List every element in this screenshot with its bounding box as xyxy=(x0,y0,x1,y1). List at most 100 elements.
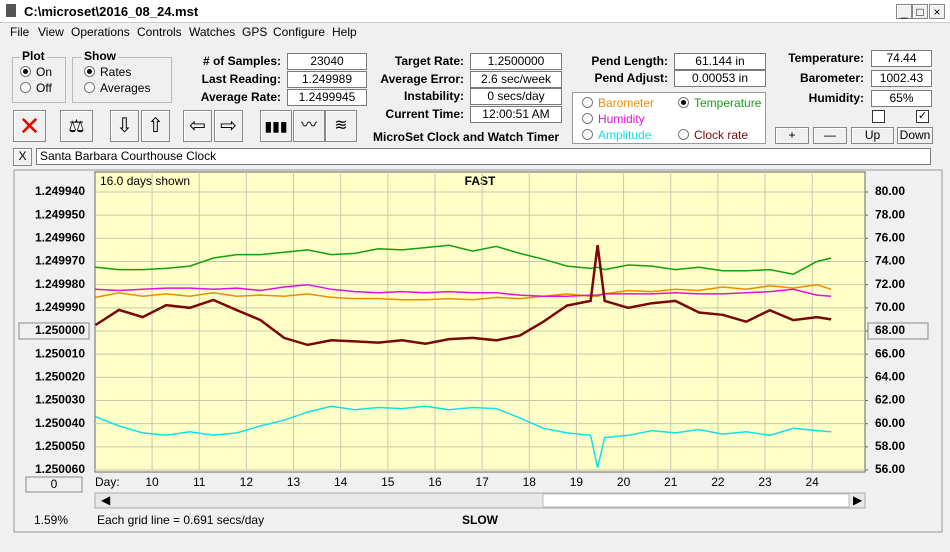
y2-tick-label: 64.00 xyxy=(875,370,905,384)
field-label: Barometer: xyxy=(799,71,864,85)
x-tick-label: 12 xyxy=(240,475,254,489)
radio-option[interactable]: Clock rate xyxy=(678,128,748,142)
radio-option[interactable]: Averages xyxy=(84,81,150,95)
series-line xyxy=(95,405,832,468)
fast-label: FAST xyxy=(465,174,496,188)
radio-label: Off xyxy=(36,81,52,95)
group-title: Plot xyxy=(20,49,47,63)
radio-option[interactable]: On xyxy=(20,65,52,79)
right-button[interactable]: ⇨ xyxy=(214,110,243,142)
field-label: Target Rate: xyxy=(394,54,464,68)
balance-button[interactable]: ⚖ xyxy=(60,110,93,142)
maximize[interactable]: □ xyxy=(912,4,928,19)
radio-option[interactable]: Temperature xyxy=(678,96,761,110)
radio[interactable] xyxy=(582,97,593,108)
left-button[interactable]: ⇦ xyxy=(183,110,212,142)
close-clock-button[interactable]: X xyxy=(13,148,32,166)
radio-option[interactable]: Rates xyxy=(84,65,131,79)
x-tick-label: 22 xyxy=(711,475,725,489)
x-tick-label: 20 xyxy=(617,475,631,489)
radio[interactable] xyxy=(678,129,689,140)
radio[interactable] xyxy=(84,66,95,77)
menu-item[interactable]: GPS xyxy=(242,25,268,39)
series-line xyxy=(95,244,832,275)
y2-tick-label: 58.00 xyxy=(875,439,905,453)
radio-label: Humidity xyxy=(598,112,645,126)
checkbox[interactable] xyxy=(872,110,885,123)
menu-item[interactable]: Help xyxy=(332,25,357,39)
scroll-thumb[interactable] xyxy=(542,493,850,508)
y-tick-label: 1.250020 xyxy=(35,370,85,384)
series-line xyxy=(94,244,832,347)
radio-option[interactable]: Amplitude xyxy=(582,128,651,142)
scroll-left[interactable]: ◀ xyxy=(101,493,111,507)
x-tick-label: 23 xyxy=(758,475,772,489)
y2-tick-label: 66.00 xyxy=(875,346,905,360)
up-button[interactable]: ⇧ xyxy=(141,110,170,142)
grid-note: Each grid line = 0.691 secs/day xyxy=(97,513,264,527)
y-tick-label: 1.250030 xyxy=(35,393,85,407)
radio[interactable] xyxy=(20,82,31,93)
radio[interactable] xyxy=(582,129,593,140)
field-label: Pend Adjust: xyxy=(594,71,668,85)
offset-button[interactable] xyxy=(25,476,83,493)
radio-option[interactable]: Humidity xyxy=(582,112,645,126)
x-tick-label: 16 xyxy=(428,475,442,489)
button[interactable]: + xyxy=(775,127,809,144)
bars-button[interactable]: ▮▮▮ xyxy=(260,110,292,142)
y2-tick-label: 80.00 xyxy=(875,184,905,198)
title-bar: C:\microset\2016_08_24.mst _ □ × xyxy=(0,0,950,23)
y-tick-label: 1.249990 xyxy=(35,300,85,314)
field-label: Current Time: xyxy=(385,106,464,121)
field-label: Average Rate: xyxy=(200,90,281,104)
field-label: Average Error: xyxy=(380,71,464,86)
button[interactable]: Up xyxy=(851,127,894,144)
minimize[interactable]: _ xyxy=(896,4,912,19)
radio-option[interactable]: Barometer xyxy=(582,96,654,110)
y-tick-label: 1.250060 xyxy=(35,462,85,476)
y2-tick-label: 62.00 xyxy=(875,393,905,407)
scroll-right[interactable]: ▶ xyxy=(853,493,863,507)
field-value: 1.2499945 xyxy=(287,89,367,106)
button[interactable]: — xyxy=(813,127,847,144)
radio-option[interactable]: Off xyxy=(20,81,52,95)
menu-item[interactable]: Configure xyxy=(273,25,326,39)
x-axis-label: Day: xyxy=(95,475,120,489)
field-value: 1.2500000 xyxy=(470,53,562,70)
field-label: Humidity: xyxy=(808,91,864,105)
field-label: Last Reading: xyxy=(201,72,281,86)
y-tick-label: 1.249960 xyxy=(35,231,85,245)
radio[interactable] xyxy=(582,113,593,124)
y2-tick-label: 78.00 xyxy=(875,207,905,221)
field-value: 74.44 xyxy=(871,50,932,67)
y-tick-label: 1.250050 xyxy=(35,439,85,453)
field-value: 65% xyxy=(871,90,932,107)
close[interactable]: × xyxy=(929,4,945,19)
app-name: MicroSet Clock and Watch Timer xyxy=(373,130,560,144)
menu-item[interactable]: View xyxy=(38,25,64,39)
field-label: Temperature: xyxy=(788,51,864,65)
x-tick-label: 19 xyxy=(570,475,584,489)
slow-label: SLOW xyxy=(462,513,499,527)
menu-item[interactable]: File xyxy=(10,25,30,39)
button[interactable]: Down xyxy=(897,127,933,144)
x-tick-label: 11 xyxy=(193,475,206,489)
clear-button[interactable]: ✕ xyxy=(13,110,46,142)
menu-item[interactable]: Operations xyxy=(71,25,130,39)
y-tick-label: 1.249980 xyxy=(35,277,85,291)
field-label: Pend Length: xyxy=(591,54,668,68)
menu-item[interactable]: Controls xyxy=(137,25,182,39)
radio[interactable] xyxy=(20,66,31,77)
y-tick-label: 1.250000 xyxy=(35,323,85,337)
down-button[interactable]: ⇩ xyxy=(110,110,139,142)
menu-item[interactable]: Watches xyxy=(189,25,236,39)
clock-name[interactable]: Santa Barbara Courthouse Clock xyxy=(36,148,931,165)
field-value: 1002.43 xyxy=(871,70,932,87)
field-value: 1.249989 xyxy=(287,71,367,88)
checkbox-checked[interactable]: ✓ xyxy=(916,110,929,123)
wave-button[interactable]: 〰 xyxy=(293,110,325,142)
radio[interactable] xyxy=(678,97,689,108)
waves-button[interactable]: ≋ xyxy=(325,110,357,142)
radio[interactable] xyxy=(84,82,95,93)
